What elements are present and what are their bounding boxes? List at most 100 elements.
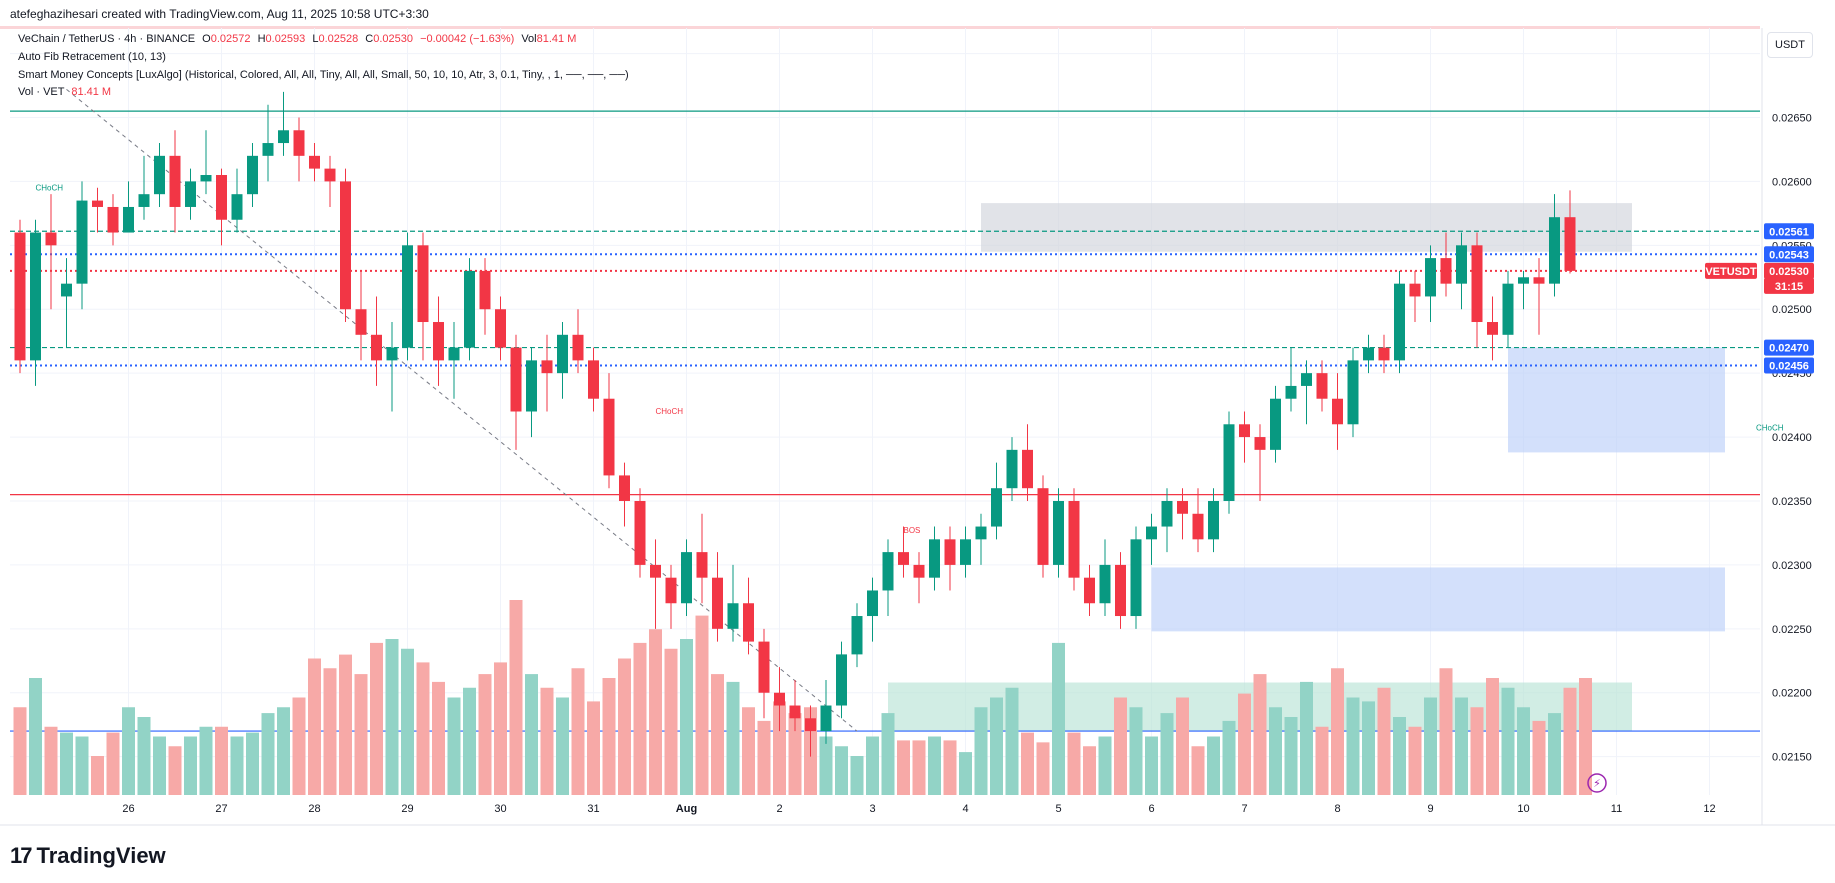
volume-bar	[742, 707, 755, 795]
volume-bar	[633, 642, 647, 795]
volume-bar	[571, 668, 585, 795]
price-tag-bg	[1764, 277, 1814, 294]
candle-body	[634, 500, 646, 565]
candle-body	[1549, 217, 1560, 284]
candle-body	[185, 181, 196, 207]
candle-body	[619, 475, 630, 501]
smc-label: CHoCH	[36, 183, 64, 192]
candle-body	[1533, 277, 1545, 284]
candle-body	[448, 347, 460, 361]
volume-bar	[1408, 726, 1422, 795]
currency-selector[interactable]: USDT	[1767, 32, 1813, 58]
candle-body	[805, 718, 816, 732]
volume-bar	[308, 658, 321, 795]
volume-bar	[881, 713, 895, 795]
candle-body	[1316, 373, 1328, 399]
legend-volume-name: Vol · VET	[18, 86, 65, 98]
volume-bar	[277, 707, 290, 795]
candle-body	[696, 552, 708, 578]
volume-bar	[1393, 717, 1406, 795]
candle-body	[867, 590, 878, 617]
volume-bar	[1424, 697, 1437, 795]
x-tick-label: 29	[401, 803, 413, 815]
candle-body	[1425, 258, 1436, 297]
volume-bar	[261, 713, 275, 795]
volume-bar	[1579, 678, 1592, 795]
candle-body	[774, 692, 785, 706]
candle-body	[975, 526, 987, 540]
volume-bar	[478, 674, 492, 795]
candle-body	[836, 654, 847, 706]
price-tag-bg	[1764, 246, 1814, 263]
volume-bar	[525, 674, 538, 795]
volume-bar	[1176, 697, 1189, 795]
volume-bar	[447, 697, 461, 795]
candle-body	[30, 232, 41, 361]
legend-volume: 81.41 M	[536, 33, 577, 45]
candle-body	[1564, 217, 1576, 271]
candle-body	[138, 194, 150, 207]
volume-bar	[1005, 687, 1019, 795]
candle-body	[1518, 277, 1529, 284]
y-tick-label: 0.02300	[1772, 560, 1812, 572]
y-tick-label: 0.02650	[1772, 112, 1812, 124]
volume-bar	[354, 674, 368, 795]
tradingview-logo[interactable]: 17 TradingView	[10, 843, 166, 869]
volume-bar	[184, 736, 197, 795]
y-tick-label: 0.02400	[1772, 432, 1812, 444]
candle-body	[1099, 564, 1111, 604]
legend-indicator-fib[interactable]: Auto Fib Retracement (10, 13)	[18, 51, 166, 63]
volume-bar	[1021, 732, 1034, 795]
x-tick-label: 2	[776, 803, 782, 815]
volume-bar	[1083, 746, 1096, 795]
legend-indicator-volume[interactable]: Vol · VET 81.41 M	[18, 86, 111, 98]
candle-body	[1409, 283, 1421, 297]
volume-bar	[912, 740, 926, 795]
x-tick-label: 7	[1241, 803, 1247, 815]
svg-text:⚡: ⚡	[1593, 777, 1601, 790]
candle-body	[355, 309, 367, 335]
volume-bar	[122, 707, 135, 795]
y-tick-label: 0.02150	[1772, 752, 1812, 764]
price-tag: 0.02530	[1769, 266, 1809, 278]
price-tag-bg	[1764, 339, 1814, 356]
legend-symbol[interactable]: VeChain / TetherUS · 4h · BINANCE	[18, 33, 196, 45]
legend-change: −0.00042 (−1.63%)	[420, 33, 515, 45]
x-tick-label: 31	[587, 803, 599, 815]
legend-volume-value: 81.41 M	[71, 86, 112, 98]
legend-open: 0.02572	[210, 33, 251, 45]
volume-bar	[29, 678, 42, 795]
candle-body	[1208, 500, 1219, 540]
bolt-icon: ⚡	[1587, 773, 1607, 793]
volume-bar	[556, 697, 569, 795]
candle-body	[1363, 347, 1374, 361]
volume-bar	[819, 736, 833, 795]
volume-bar	[1486, 678, 1499, 795]
candle-body	[1332, 398, 1343, 425]
x-tick-label: 28	[308, 803, 320, 815]
y-tick-label: 0.02200	[1772, 688, 1812, 700]
candle-body	[526, 360, 537, 412]
candle-body	[1037, 488, 1049, 565]
candle-body	[944, 539, 956, 565]
candle-body	[1115, 564, 1126, 617]
volume-bar	[168, 746, 182, 795]
y-tick-label: 0.02600	[1772, 176, 1812, 188]
volume-bar	[215, 726, 228, 795]
volume-bar	[866, 736, 879, 795]
legend-indicator-smc[interactable]: Smart Money Concepts [LuxAlgo] (Historic…	[18, 69, 629, 81]
volume-bar	[1036, 742, 1050, 795]
candle-body	[665, 577, 677, 604]
candle-body	[1347, 360, 1359, 425]
volume-bar	[587, 701, 600, 795]
volume-bar	[1253, 674, 1267, 795]
smc-label: CHoCH	[656, 407, 684, 416]
candle-body	[216, 175, 227, 220]
price-tag: 0.02470	[1769, 343, 1809, 355]
volume-bar	[75, 736, 89, 795]
volume-bar	[1532, 720, 1546, 795]
price-tag: 0.02456	[1769, 360, 1809, 372]
chart-header: atefeghazihesari created with TradingVie…	[10, 7, 429, 21]
x-tick-label: 26	[122, 803, 134, 815]
